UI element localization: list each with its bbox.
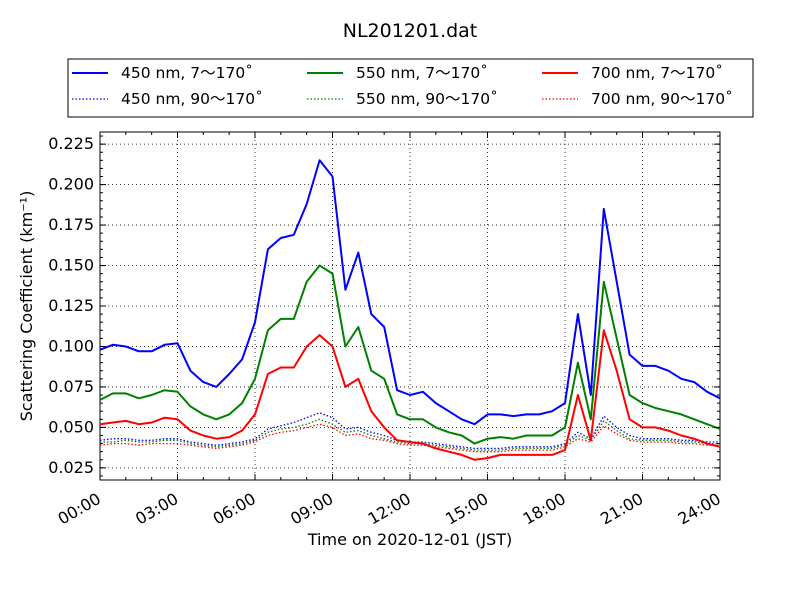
grid <box>100 132 720 480</box>
y-tick-label: 0.050 <box>48 417 94 436</box>
legend-label: 700 nm, 7～170˚ <box>591 64 723 82</box>
y-tick-label: 0.150 <box>48 256 94 275</box>
x-tick-label: 18:00 <box>520 489 569 529</box>
x-tick-label: 15:00 <box>442 489 491 529</box>
series-line <box>99 329 721 461</box>
x-tick-label: 06:00 <box>210 489 259 529</box>
series-line <box>99 159 721 426</box>
x-tick-label: 21:00 <box>597 489 646 529</box>
series-group <box>99 159 721 461</box>
series-line <box>100 418 720 451</box>
y-tick-label: 0.125 <box>48 296 94 315</box>
legend-label: 550 nm, 7～170˚ <box>356 64 488 82</box>
y-tick-label: 0.200 <box>48 175 94 194</box>
x-tick-label: 03:00 <box>132 489 181 529</box>
x-axis-label: Time on 2020-12-01 (JST) <box>307 530 512 549</box>
legend-label: 550 nm, 90～170˚ <box>356 90 498 108</box>
chart-title: NL201201.dat <box>343 20 478 42</box>
x-tick-label: 24:00 <box>675 489 724 529</box>
legend-label: 450 nm, 7～170˚ <box>121 64 253 82</box>
y-tick-label: 0.025 <box>48 458 94 477</box>
y-tick-label: 0.100 <box>48 336 94 355</box>
legend-label: 450 nm, 90～170˚ <box>121 90 263 108</box>
y-tick-label: 0.075 <box>48 377 94 396</box>
x-tick-label: 09:00 <box>287 489 336 529</box>
plot-area: 00:00 03:00 06:00 09:00 12:00 15:00 18:00 21:00… <box>48 131 724 529</box>
ticks: 00:00 03:00 06:00 09:00 12:00 15:00 18:00 21:00… <box>48 132 724 529</box>
series-line <box>99 264 721 445</box>
x-tick-label: 12:00 <box>365 489 414 529</box>
legend-label: 700 nm, 90～170˚ <box>591 90 733 108</box>
y-tick-label: 0.225 <box>48 134 94 153</box>
x-tick-label: 00:00 <box>55 489 104 529</box>
y-axis-label: Scattering Coefficient (km⁻¹) <box>17 191 36 422</box>
legend: 450 nm, 7～170˚ 450 nm, 90～170˚ 550 nm, 7～1… <box>67 58 754 118</box>
legend-box <box>67 58 754 118</box>
y-tick-label: 0.175 <box>48 215 94 234</box>
